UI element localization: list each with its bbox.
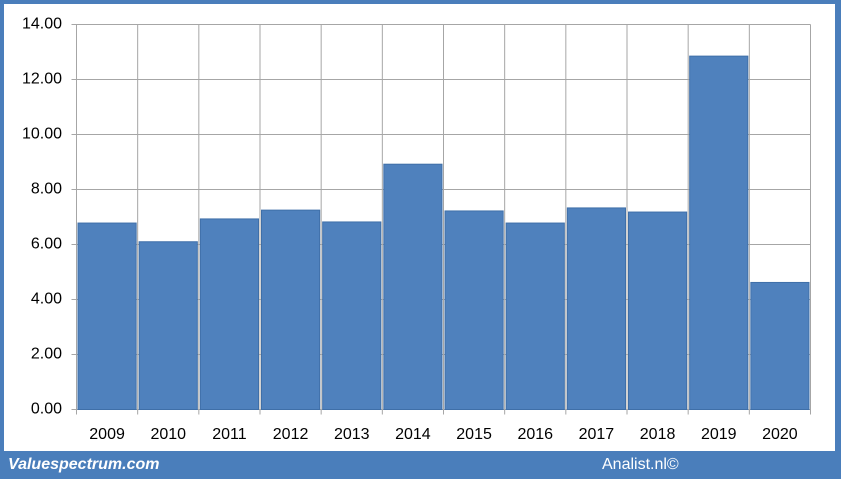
bar [505,222,565,410]
y-tick-label: 10.00 [22,126,62,143]
y-tick-label: 12.00 [22,71,62,88]
footer-right: Analist.nl© [602,456,679,473]
x-tick-label: 2018 [640,426,676,443]
y-tick-label: 0.00 [31,401,62,418]
x-tick-label: 2011 [212,426,247,443]
x-tick-label: 2016 [517,426,553,443]
x-tick-label: 2014 [395,426,431,443]
y-tick-label: 14.00 [22,16,62,33]
bar [566,207,626,410]
bar [199,218,259,410]
x-tick-label: 2010 [150,426,186,443]
bar [261,209,321,410]
bar [383,163,443,410]
x-tick-label: 2012 [273,426,309,443]
y-tick-label: 2.00 [31,346,62,363]
x-tick-label: 2009 [89,426,125,443]
bar [77,222,137,410]
y-tick-label: 6.00 [31,236,62,253]
bar [322,221,382,410]
x-tick-label: 2017 [579,426,615,443]
x-tick-label: 2020 [762,426,798,443]
bar [689,55,749,410]
bar [750,281,810,411]
bar [138,241,198,410]
y-tick-label: 4.00 [31,291,62,308]
x-tick-label: 2019 [701,426,737,443]
bar [628,211,688,410]
footer-left: Valuespectrum.com [8,456,159,473]
x-tick-label: 2015 [456,426,492,443]
y-tick-label: 8.00 [31,181,62,198]
bar [444,210,504,410]
x-tick-label: 2013 [334,426,370,443]
